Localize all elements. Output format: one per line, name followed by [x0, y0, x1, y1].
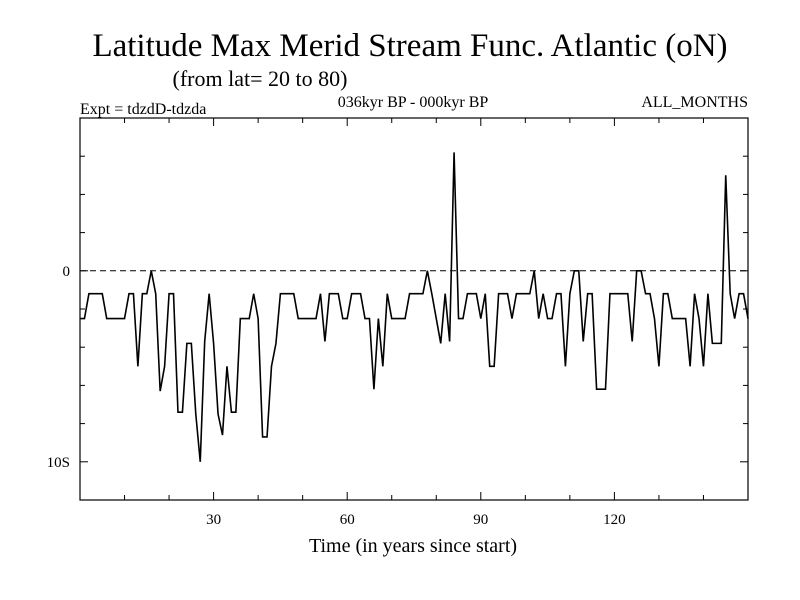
x-tick-label: 30	[206, 512, 221, 528]
chart-subtitle: (from lat= 20 to 80)	[173, 66, 348, 91]
plot-area: 30 60 90 120 0 10S	[47, 117, 749, 528]
x-axis-label: Time (in years since start)	[309, 535, 517, 557]
x-tick-label: 120	[603, 512, 626, 528]
months-label: ALL_MONTHS	[641, 94, 748, 111]
y-tick-label: 10S	[47, 455, 70, 471]
x-tick-label: 90	[473, 512, 488, 528]
chart-title: Latitude Max Merid Stream Func. Atlantic…	[92, 28, 727, 64]
y-tick-label: 0	[63, 264, 71, 280]
series-line	[80, 152, 749, 462]
plot-frame	[79, 117, 749, 501]
experiment-label: Expt = tdzdD-tdzda	[80, 101, 206, 118]
time-range-label: 036kyr BP - 000kyr BP	[338, 94, 489, 111]
x-tick-label: 60	[340, 512, 355, 528]
